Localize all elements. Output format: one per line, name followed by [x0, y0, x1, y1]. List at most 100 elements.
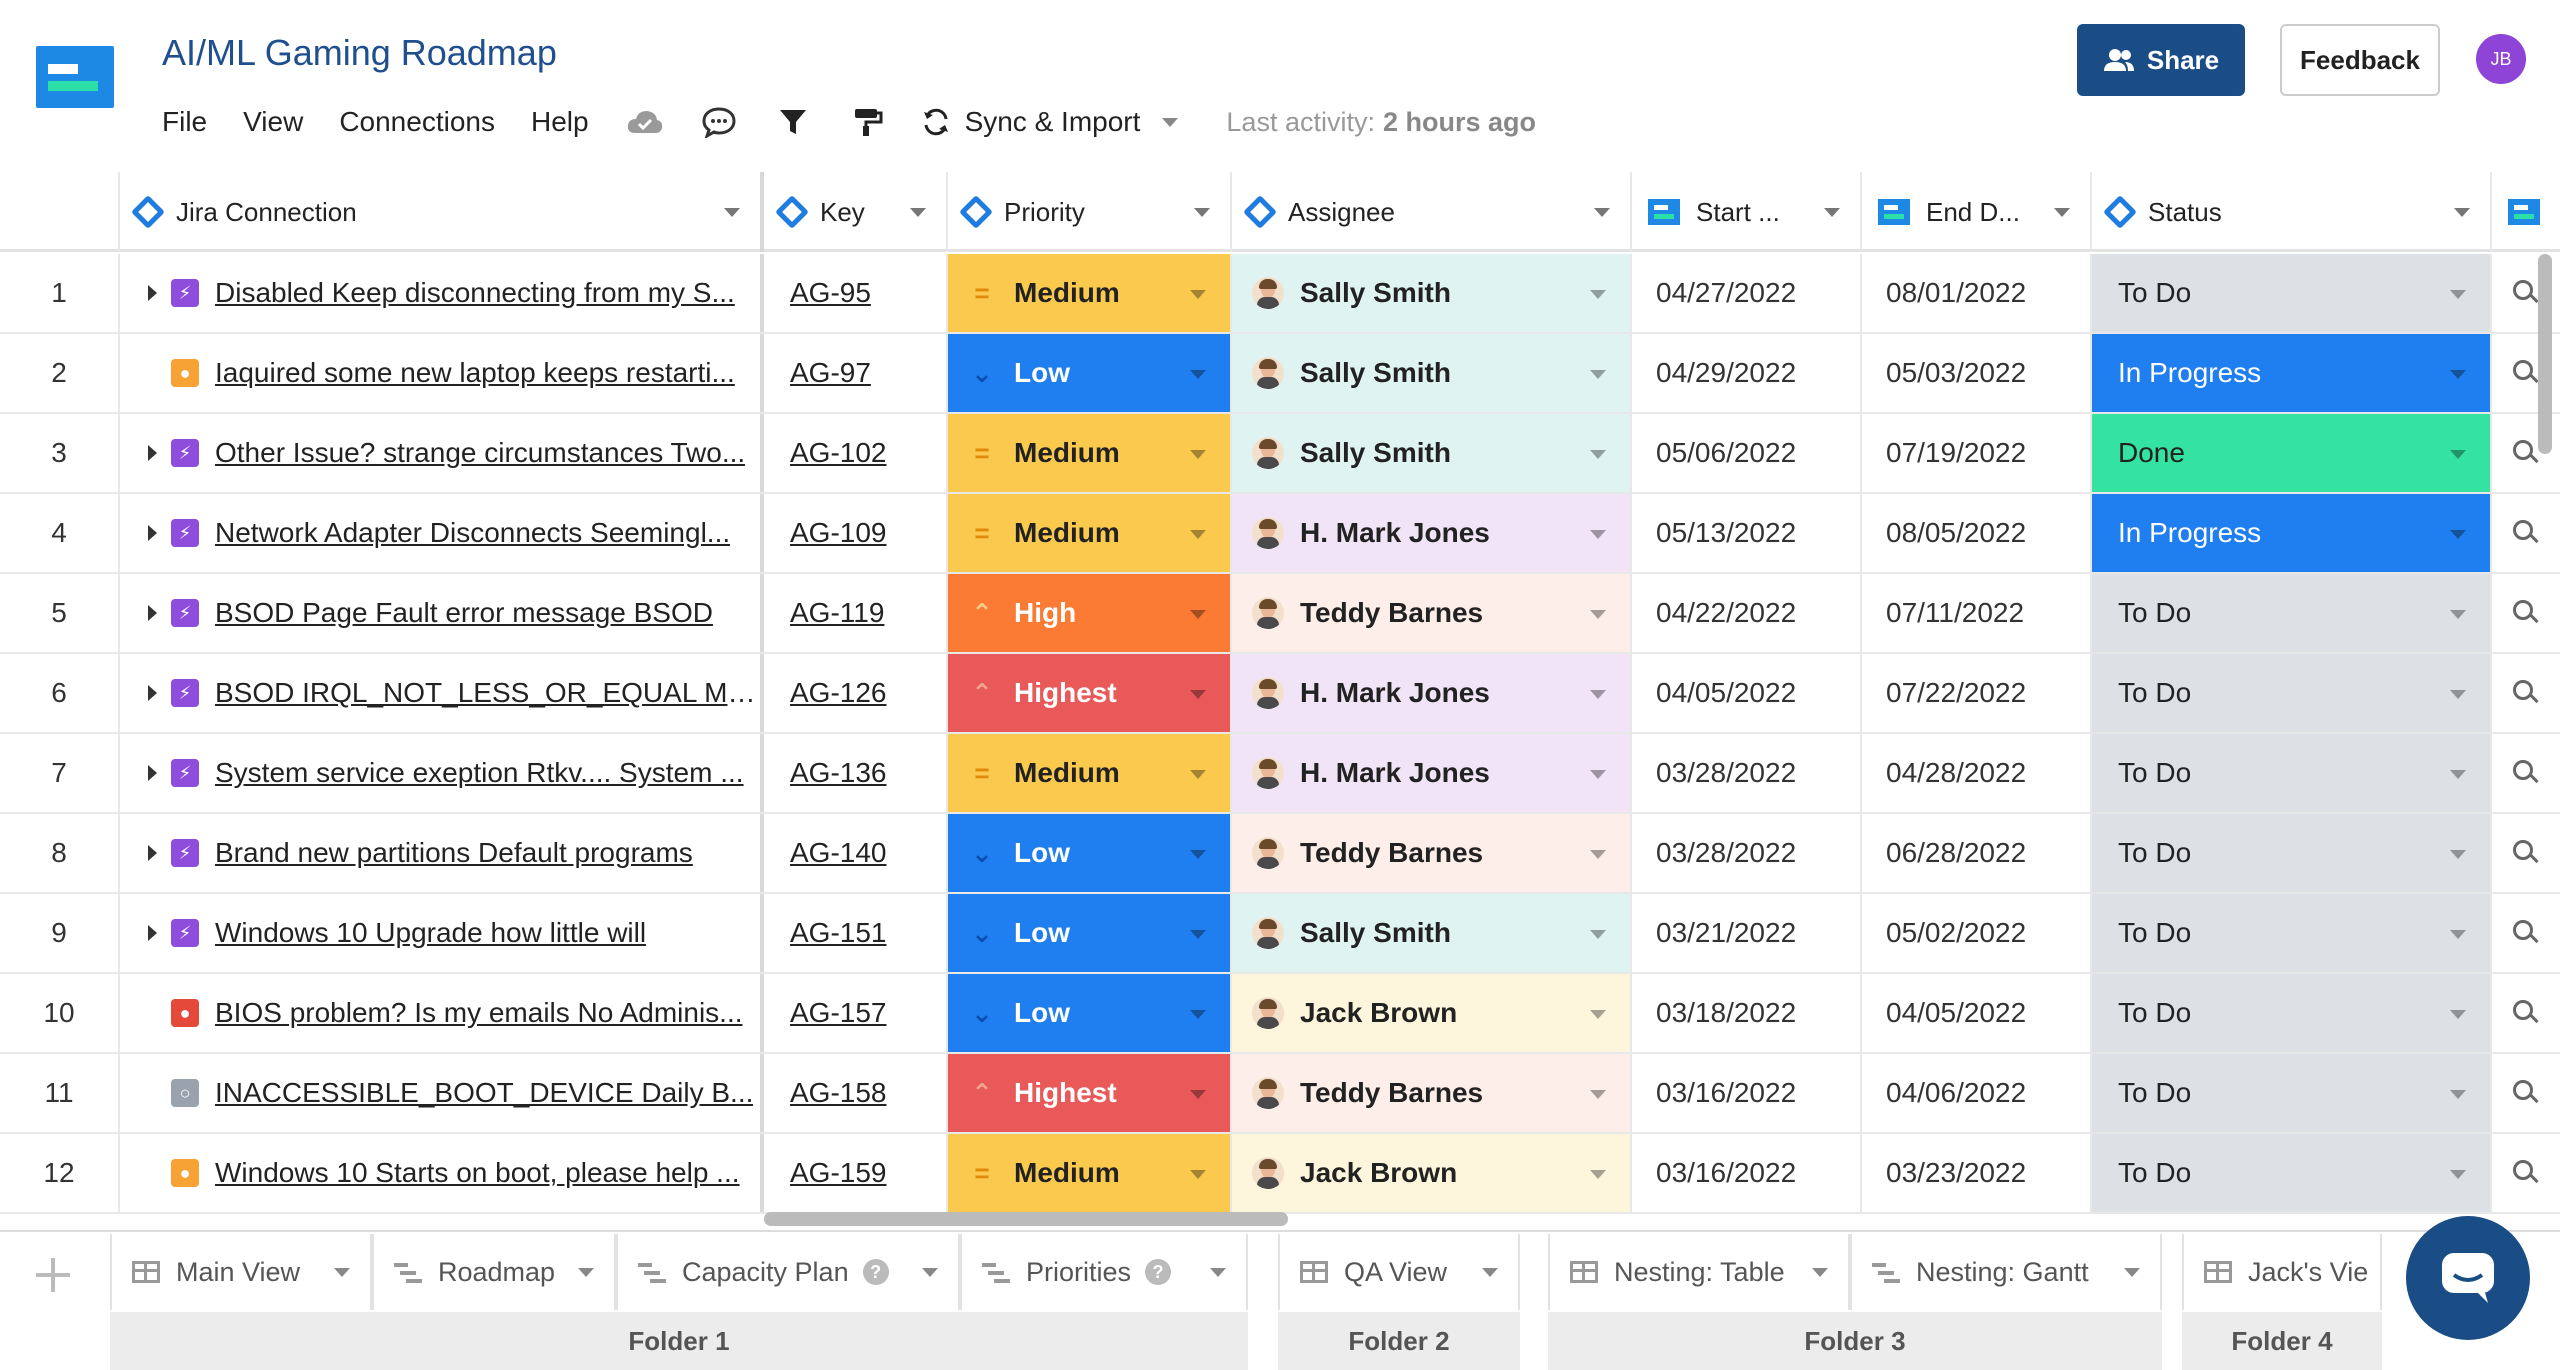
expand-row-icon[interactable] [148, 445, 157, 461]
chevron-down-icon[interactable] [2124, 1268, 2140, 1277]
start-date-cell[interactable]: 04/05/2022 [1632, 654, 1862, 732]
issue-summary-link[interactable]: Windows 10 Upgrade how little will [215, 917, 647, 948]
summary-cell[interactable]: ⚡ System service exeption Rtkv.... System… [120, 734, 764, 812]
comment-icon[interactable] [699, 104, 739, 140]
chevron-down-icon[interactable] [1590, 930, 1606, 939]
table-row[interactable]: 9 ⚡ Windows 10 Upgrade how little will AG-1… [0, 894, 2560, 974]
assignee-cell[interactable]: Sally Smith [1232, 254, 1632, 332]
row-search-cell[interactable] [2492, 894, 2560, 972]
priority-cell[interactable]: ⌃ High [948, 574, 1232, 652]
priority-cell[interactable]: ⌄ Low [948, 334, 1232, 412]
assignee-cell[interactable]: Sally Smith [1232, 894, 1632, 972]
start-date-cell[interactable]: 04/29/2022 [1632, 334, 1862, 412]
issue-summary-link[interactable]: Iaquired some new laptop keeps restarti.… [215, 357, 735, 388]
chevron-down-icon[interactable] [578, 1268, 594, 1277]
end-date-cell[interactable]: 03/23/2022 [1862, 1134, 2092, 1212]
issue-summary-link[interactable]: System service exeption Rtkv.... System … [215, 757, 744, 788]
summary-cell[interactable]: ⚡ Network Adapter Disconnects Seemingl... [120, 494, 764, 572]
priority-cell[interactable]: ⌄ Low [948, 814, 1232, 892]
chevron-down-icon[interactable] [2450, 1010, 2466, 1019]
issue-key-link[interactable]: AG-97 [790, 357, 871, 388]
chevron-down-icon[interactable] [1812, 1268, 1828, 1277]
summary-cell[interactable]: ⚡ Disabled Keep disconnecting from my S..… [120, 254, 764, 332]
summary-cell[interactable]: ● Iaquired some new laptop keeps restarti… [120, 334, 764, 412]
chevron-down-icon[interactable] [910, 208, 926, 217]
row-search-cell[interactable] [2492, 654, 2560, 732]
status-cell[interactable]: Done [2092, 414, 2492, 492]
start-date-cell[interactable]: 03/28/2022 [1632, 734, 1862, 812]
status-cell[interactable]: To Do [2092, 654, 2492, 732]
start-date-cell[interactable]: 04/22/2022 [1632, 574, 1862, 652]
issue-summary-link[interactable]: BSOD IRQL_NOT_LESS_OR_EQUAL Mo... [215, 677, 760, 708]
row-search-cell[interactable] [2492, 1054, 2560, 1132]
table-row[interactable]: 5 ⚡ BSOD Page Fault error message BSOD AG-1… [0, 574, 2560, 654]
issue-key-link[interactable]: AG-158 [790, 1077, 887, 1108]
menu-file[interactable]: File [162, 106, 208, 137]
summary-cell[interactable]: ● BIOS problem? Is my emails No Adminis..… [120, 974, 764, 1052]
expand-row-icon[interactable] [148, 525, 157, 541]
chevron-down-icon[interactable] [1210, 1268, 1226, 1277]
chevron-down-icon[interactable] [1190, 450, 1206, 459]
issue-key-link[interactable]: AG-157 [790, 997, 887, 1028]
expand-row-icon[interactable] [148, 285, 157, 301]
summary-cell[interactable]: ⚡ BSOD IRQL_NOT_LESS_OR_EQUAL Mo... [120, 654, 764, 732]
issue-key-link[interactable]: AG-159 [790, 1157, 887, 1188]
assignee-cell[interactable]: H. Mark Jones [1232, 734, 1632, 812]
help-icon[interactable]: ? [862, 1259, 889, 1285]
menu-view[interactable]: View [243, 106, 304, 137]
row-search-cell[interactable] [2492, 254, 2560, 332]
status-cell[interactable]: To Do [2092, 894, 2492, 972]
chevron-down-icon[interactable] [1190, 370, 1206, 379]
table-row[interactable]: 1 ⚡ Disabled Keep disconnecting from my S.… [0, 254, 2560, 334]
row-search-cell[interactable] [2492, 1134, 2560, 1212]
status-cell[interactable]: To Do [2092, 974, 2492, 1052]
issue-key-link[interactable]: AG-136 [790, 757, 887, 788]
summary-cell[interactable]: ○ INACCESSIBLE_BOOT_DEVICE Daily B... [120, 1054, 764, 1132]
menu-help[interactable]: Help [530, 106, 589, 137]
chevron-down-icon[interactable] [1190, 1170, 1206, 1179]
search-icon[interactable] [2513, 680, 2539, 706]
chevron-down-icon[interactable] [1824, 208, 1840, 217]
end-date-cell[interactable]: 07/22/2022 [1862, 654, 2092, 732]
row-search-cell[interactable] [2492, 734, 2560, 812]
chat-support-button[interactable] [2406, 1216, 2530, 1340]
priority-cell[interactable]: ⌄ Low [948, 974, 1232, 1052]
chevron-down-icon[interactable] [1590, 690, 1606, 699]
chevron-down-icon[interactable] [1190, 690, 1206, 699]
chevron-down-icon[interactable] [2454, 208, 2470, 217]
chevron-down-icon[interactable] [1190, 530, 1206, 539]
summary-cell[interactable]: ⚡ Windows 10 Upgrade how little will [120, 894, 764, 972]
chevron-down-icon[interactable] [724, 208, 740, 217]
priority-cell[interactable]: ⌄ Low [948, 894, 1232, 972]
issue-summary-link[interactable]: INACCESSIBLE_BOOT_DEVICE Daily B... [215, 1077, 754, 1108]
chevron-down-icon[interactable] [2450, 610, 2466, 619]
assignee-cell[interactable]: Jack Brown [1232, 1134, 1632, 1212]
assignee-cell[interactable]: Teddy Barnes [1232, 1054, 1632, 1132]
search-icon[interactable] [2513, 760, 2539, 786]
column-header-priority[interactable]: Priority [948, 172, 1232, 252]
view-tab[interactable]: Capacity Plan? [616, 1234, 960, 1310]
chevron-down-icon[interactable] [1190, 770, 1206, 779]
end-date-cell[interactable]: 08/01/2022 [1862, 254, 2092, 332]
status-cell[interactable]: To Do [2092, 1054, 2492, 1132]
search-icon[interactable] [2513, 1080, 2539, 1106]
issue-summary-link[interactable]: Network Adapter Disconnects Seemingl... [215, 517, 731, 548]
issue-summary-link[interactable]: Windows 10 Starts on boot, please help .… [215, 1157, 740, 1188]
end-date-cell[interactable]: 04/06/2022 [1862, 1054, 2092, 1132]
expand-row-icon[interactable] [148, 925, 157, 941]
end-date-cell[interactable]: 05/02/2022 [1862, 894, 2092, 972]
assignee-cell[interactable]: H. Mark Jones [1232, 654, 1632, 732]
chevron-down-icon[interactable] [1590, 450, 1606, 459]
summary-cell[interactable]: ⚡ Other Issue? strange circumstances Two.… [120, 414, 764, 492]
app-logo[interactable] [36, 46, 114, 108]
chevron-down-icon[interactable] [1190, 930, 1206, 939]
table-row[interactable]: 3 ⚡ Other Issue? strange circumstances Two… [0, 414, 2560, 494]
status-cell[interactable]: To Do [2092, 1134, 2492, 1212]
start-date-cell[interactable]: 05/06/2022 [1632, 414, 1862, 492]
chevron-down-icon[interactable] [2450, 1170, 2466, 1179]
expand-row-icon[interactable] [148, 845, 157, 861]
chevron-down-icon[interactable] [1590, 370, 1606, 379]
row-search-cell[interactable] [2492, 334, 2560, 412]
view-tab[interactable]: Jack's Vie [2182, 1234, 2382, 1310]
project-title[interactable]: AI/ML Gaming Roadmap [162, 32, 557, 73]
